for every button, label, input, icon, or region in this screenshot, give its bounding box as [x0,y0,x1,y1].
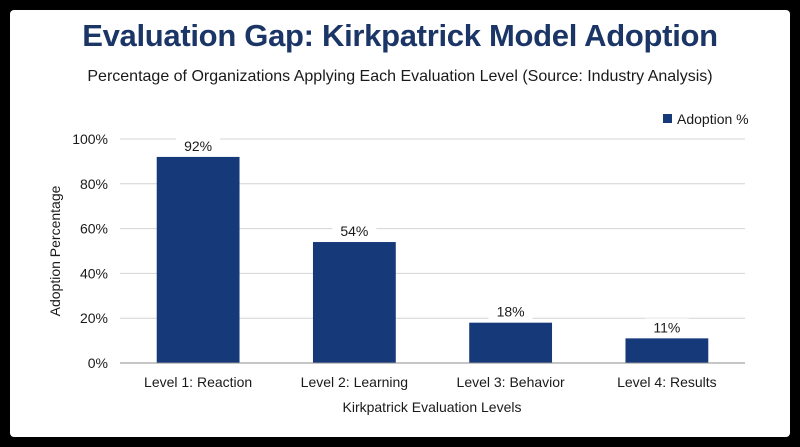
x-axis-ticks: Level 1: Reaction Level 2: Learning Level … [144,374,717,390]
x-tick-label: Level 1: Reaction [144,374,252,390]
data-label: 11% [653,319,680,335]
legend-swatch [663,114,672,123]
data-label: 18% [497,304,525,320]
data-labels: 92% 54% 18% 11% [176,136,689,337]
x-tick-label: Level 4: Results [617,374,717,390]
y-tick-label: 0% [88,355,108,371]
y-axis-label: Adoption Percentage [47,185,63,316]
x-tick-label: Level 2: Learning [301,374,408,390]
y-tick-label: 80% [80,176,108,192]
data-label-background [644,318,689,337]
data-label: 54% [340,223,368,239]
data-label-background [176,136,221,155]
bar [312,242,396,363]
x-axis-label: Kirkpatrick Evaluation Levels [343,399,522,415]
y-tick-label: 60% [80,221,108,237]
y-axis-ticks: 0% 20% 40% 60% 80% 100% [72,131,108,371]
bar [469,322,553,363]
bars [156,156,709,363]
data-label-background [332,222,377,241]
chart-title: Evaluation Gap: Kirkpatrick Model Adopti… [82,18,718,53]
data-label-background [488,302,533,321]
y-tick-label: 100% [72,131,108,147]
chart-subtitle: Percentage of Organizations Applying Eac… [87,68,713,85]
bar [156,156,240,363]
y-tick-label: 20% [80,310,108,326]
y-tick-label: 40% [80,265,108,281]
legend-label: Adoption % [677,111,749,127]
x-tick-label: Level 3: Behavior [457,374,566,390]
data-label: 92% [184,138,212,154]
chart-frame [10,10,790,437]
legend: Adoption % [663,111,749,127]
bar [625,338,709,363]
